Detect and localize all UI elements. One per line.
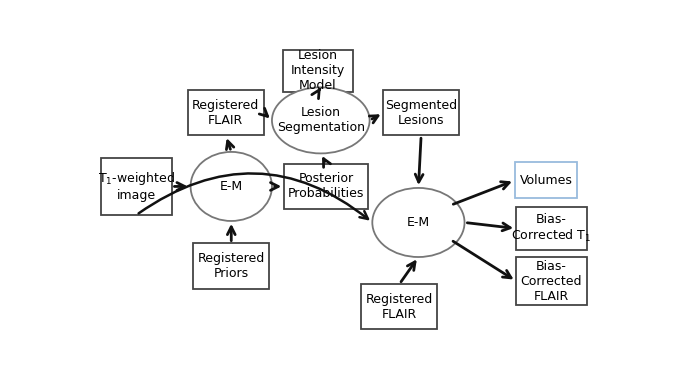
Text: Volumes: Volumes [519, 174, 573, 187]
Text: Bias-
Corrected
FLAIR: Bias- Corrected FLAIR [521, 259, 582, 303]
FancyBboxPatch shape [193, 243, 270, 289]
Ellipse shape [372, 188, 465, 257]
FancyBboxPatch shape [516, 207, 587, 250]
Ellipse shape [272, 87, 370, 153]
Text: T$_1$-weighted
image: T$_1$-weighted image [98, 170, 175, 202]
FancyBboxPatch shape [514, 162, 577, 199]
FancyBboxPatch shape [383, 90, 459, 135]
Text: E-M: E-M [407, 216, 430, 229]
FancyBboxPatch shape [283, 50, 354, 92]
FancyBboxPatch shape [101, 158, 172, 215]
Text: Registered
FLAIR: Registered FLAIR [193, 99, 260, 127]
Text: Segmented
Lesions: Segmented Lesions [385, 99, 457, 127]
Text: Lesion
Segmentation: Lesion Segmentation [276, 106, 365, 135]
FancyBboxPatch shape [284, 164, 368, 209]
FancyBboxPatch shape [516, 257, 587, 305]
FancyBboxPatch shape [188, 90, 264, 135]
Text: Bias-
Corrected T$_1$: Bias- Corrected T$_1$ [511, 213, 592, 244]
Text: Registered
FLAIR: Registered FLAIR [366, 292, 433, 321]
Text: E-M: E-M [220, 180, 243, 193]
Ellipse shape [190, 152, 272, 221]
Text: Registered
Priors: Registered Priors [197, 252, 265, 280]
Text: Lesion
Intensity
Model: Lesion Intensity Model [291, 49, 345, 92]
Text: Posterior
Probabilities: Posterior Probabilities [288, 172, 365, 200]
FancyBboxPatch shape [361, 284, 438, 329]
